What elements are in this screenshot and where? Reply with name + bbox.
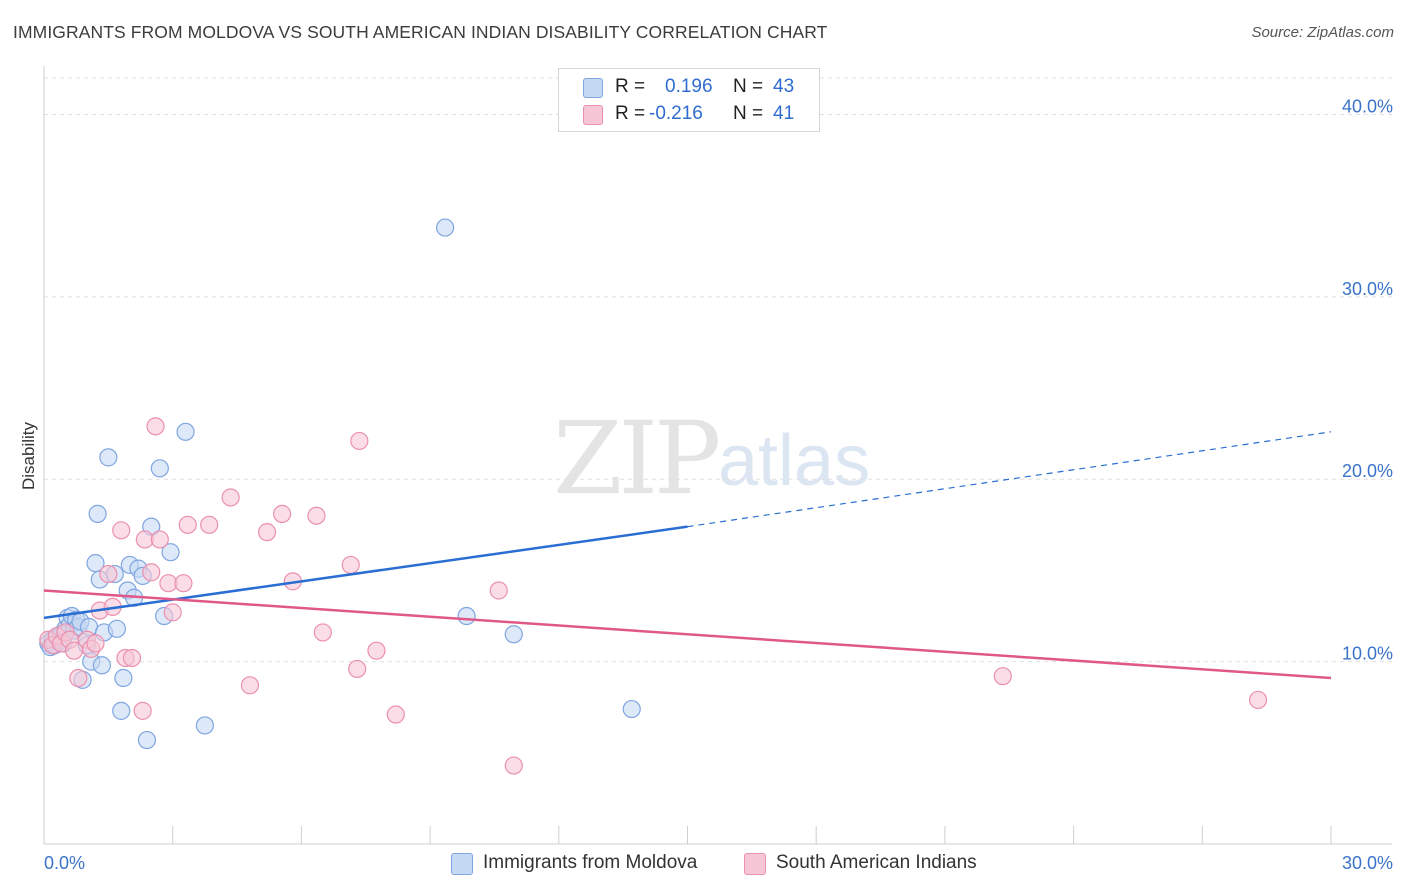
point-south-american bbox=[313, 623, 332, 642]
point-south-american bbox=[993, 667, 1012, 686]
point-moldova bbox=[176, 422, 195, 441]
point-moldova bbox=[92, 656, 112, 675]
point-moldova bbox=[107, 619, 127, 638]
stats-legend: R = 0.196 N = 43 R = -0.216 N = 41 bbox=[558, 68, 820, 132]
point-south-american bbox=[112, 521, 131, 540]
chart-title: IMMIGRANTS FROM MOLDOVA VS SOUTH AMERICA… bbox=[13, 22, 828, 42]
point-south-american bbox=[350, 431, 369, 451]
point-south-american bbox=[348, 659, 367, 679]
point-south-american bbox=[99, 564, 118, 584]
point-south-american bbox=[69, 668, 88, 688]
bottom-legend-swatch-moldova bbox=[451, 853, 473, 875]
y-tick-label: 20.0% bbox=[1342, 461, 1393, 481]
point-moldova bbox=[137, 730, 157, 750]
legend-r-label: R = bbox=[615, 76, 646, 97]
point-south-american bbox=[1248, 690, 1268, 710]
bottom-legend-label-moldova: Immigrants from Moldova bbox=[483, 852, 698, 873]
point-moldova bbox=[161, 543, 180, 562]
point-south-american bbox=[307, 506, 326, 525]
point-south-american bbox=[174, 574, 193, 593]
point-south-american bbox=[221, 488, 240, 507]
point-south-american bbox=[163, 603, 182, 622]
point-south-american bbox=[504, 756, 523, 775]
bottom-legend-label-south-american: South American Indians bbox=[776, 852, 977, 873]
legend-r-label: R = bbox=[615, 103, 646, 124]
point-south-american bbox=[489, 581, 508, 600]
legend-n-label: N = bbox=[733, 103, 764, 124]
point-south-american bbox=[272, 504, 292, 523]
point-moldova bbox=[112, 701, 131, 720]
legend-r-value: 0.196 bbox=[665, 76, 713, 97]
legend-swatch-south-american bbox=[583, 105, 603, 125]
point-moldova bbox=[504, 625, 523, 644]
legend-n-label: N = bbox=[733, 76, 764, 97]
point-south-american bbox=[240, 676, 260, 695]
point-south-american bbox=[122, 648, 142, 668]
legend-n-value: 41 bbox=[773, 103, 795, 124]
point-south-american bbox=[133, 701, 152, 720]
legend-n-value: 43 bbox=[773, 76, 795, 97]
point-moldova bbox=[150, 459, 169, 478]
y-tick-label: 30.0% bbox=[1342, 279, 1393, 299]
point-moldova bbox=[622, 699, 641, 719]
point-south-american bbox=[178, 515, 197, 534]
point-moldova bbox=[88, 504, 107, 523]
point-south-american bbox=[367, 641, 386, 660]
y-tick-label: 40.0% bbox=[1342, 96, 1393, 116]
point-moldova bbox=[195, 716, 214, 735]
bottom-legend-swatch-south-american bbox=[744, 853, 766, 875]
x-tick-label: 0.0% bbox=[44, 853, 85, 873]
point-south-american bbox=[341, 555, 360, 575]
point-south-american bbox=[142, 563, 161, 582]
point-south-american bbox=[386, 705, 405, 724]
point-moldova bbox=[99, 448, 118, 467]
point-south-american bbox=[150, 530, 169, 549]
point-moldova bbox=[436, 218, 455, 237]
point-south-american bbox=[86, 634, 105, 653]
trendline-moldova bbox=[43, 525, 688, 620]
trendline-south-american bbox=[43, 589, 1332, 680]
point-moldova bbox=[457, 606, 476, 626]
y-tick-label: 10.0% bbox=[1342, 644, 1393, 664]
legend-r-value: -0.216 bbox=[649, 103, 703, 124]
watermark-atlas: atlas bbox=[718, 421, 871, 501]
point-moldova bbox=[114, 668, 133, 688]
x-tick-label: 30.0% bbox=[1342, 853, 1393, 873]
point-south-american bbox=[257, 523, 277, 542]
legend-swatch-moldova bbox=[583, 78, 603, 98]
point-south-american bbox=[200, 515, 219, 534]
source-label: Source: ZipAtlas.com bbox=[1251, 24, 1394, 41]
trendline-moldova-extension bbox=[687, 431, 1332, 528]
y-axis-title: Disability bbox=[19, 421, 38, 490]
point-south-american bbox=[146, 417, 165, 436]
watermark-zip: ZIP bbox=[553, 400, 721, 517]
